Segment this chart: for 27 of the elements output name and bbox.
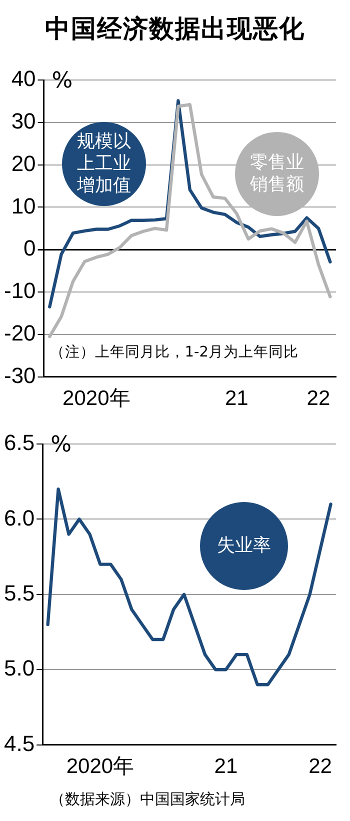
y-tick-label: 5.0 — [4, 656, 35, 681]
x-tick-label: 2020年 — [62, 387, 130, 410]
x-tick-label: 21 — [224, 387, 248, 410]
y-tick-label: 6.5 — [4, 430, 35, 456]
y-tick-label: 0 — [24, 236, 36, 261]
x-tick-label: 22 — [306, 387, 330, 410]
circle-label: 规模以上工业增加值 — [62, 122, 146, 206]
y-tick-label: 4.5 — [4, 730, 35, 756]
y-axis-title: % — [50, 432, 72, 458]
y-tick-label: 6.0 — [4, 505, 35, 530]
circle-label: 失业率 — [200, 502, 288, 590]
x-tick-label: 21 — [214, 755, 238, 778]
circle-label: 零售业销售额 — [235, 132, 319, 216]
y-tick-label: 10 — [11, 193, 36, 218]
y-axis-title: % — [52, 68, 73, 94]
y-tick-label: -20 — [4, 320, 36, 346]
x-tick-label: 22 — [308, 755, 332, 778]
chart-title: 中国经济数据出现恶化 — [44, 13, 306, 45]
annotation: （注）上年同月比，1-2月为上年同比 — [50, 344, 298, 361]
y-tick-label: 20 — [11, 150, 36, 176]
y-tick-label: -30 — [4, 362, 36, 388]
x-tick-label: 2020年 — [66, 755, 134, 778]
text: （数据来源）中国国家统计局 — [49, 790, 246, 810]
y-tick-label: 40 — [11, 66, 36, 92]
y-tick-label: 30 — [11, 108, 36, 134]
y-tick-label: 5.5 — [4, 580, 35, 606]
y-tick-label: -10 — [4, 278, 36, 304]
